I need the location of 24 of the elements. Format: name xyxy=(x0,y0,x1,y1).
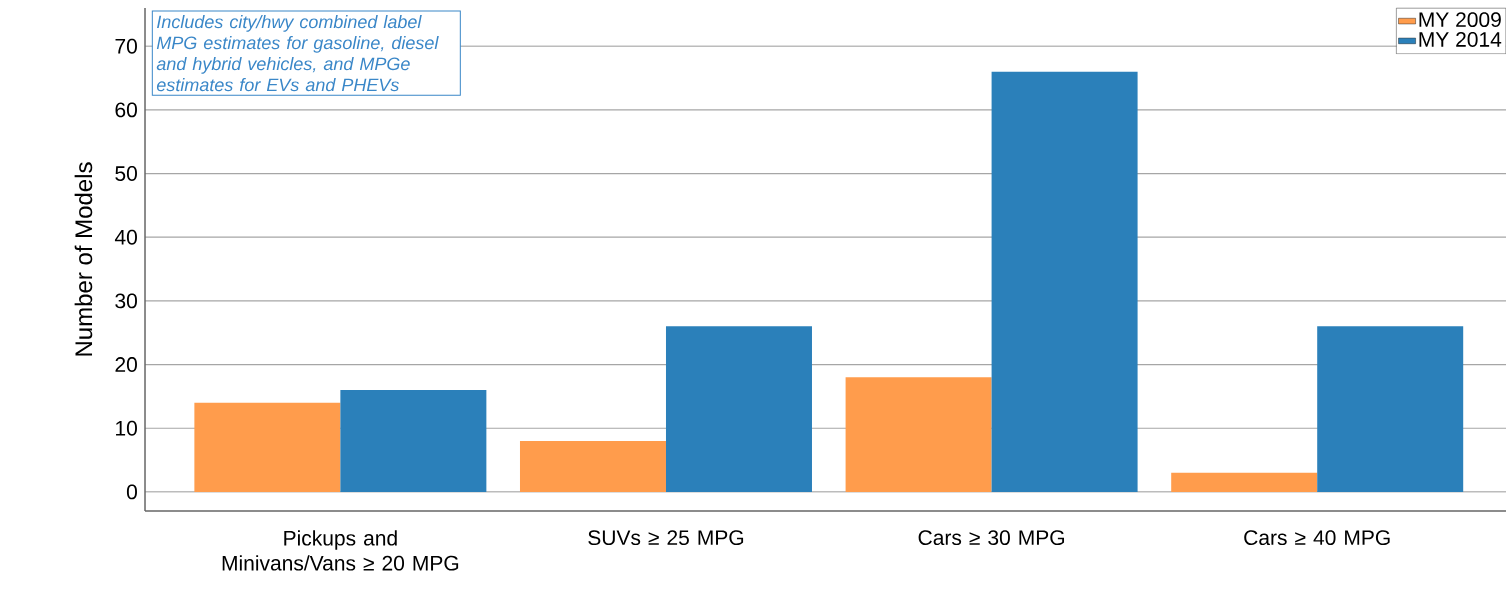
y-tick-label: 50 xyxy=(115,166,137,181)
y-tick-label: 60 xyxy=(115,102,137,118)
bar xyxy=(340,390,487,492)
bar xyxy=(1171,472,1318,492)
bar xyxy=(1317,326,1464,492)
y-tick-label: 10 xyxy=(116,420,137,436)
x-tick-label: SUVs ≥ 25 MPG xyxy=(588,530,744,546)
bar xyxy=(991,71,1138,492)
y-tick-label: 40 xyxy=(114,229,137,245)
y-axis-title: Number of Models xyxy=(74,162,93,356)
y-tick-label: 0 xyxy=(126,484,137,500)
annotation: Includes city/hwy combined label MPG estimates for gasoline, diesel and hybrid vehicles, and MPGe estimates for EVs and PHEVs xyxy=(156,15,439,92)
bar xyxy=(519,440,666,492)
x-tick-label: Cars ≥ 30 MPG xyxy=(918,530,1065,546)
bar xyxy=(665,326,812,492)
legend-label: MY 2014 xyxy=(1419,32,1502,47)
bar xyxy=(194,402,341,492)
x-tick-label: Pickups and Minivans/Vans ≥ 20 MPG xyxy=(222,530,459,571)
y-tick-label: 70 xyxy=(115,38,137,54)
legend-label: MY 2009 xyxy=(1419,12,1501,28)
y-tick-label: 20 xyxy=(115,357,137,372)
bar xyxy=(845,377,992,492)
y-tick-label: 30 xyxy=(115,293,137,309)
x-tick-label: Cars ≥ 40 MPG xyxy=(1244,530,1390,546)
